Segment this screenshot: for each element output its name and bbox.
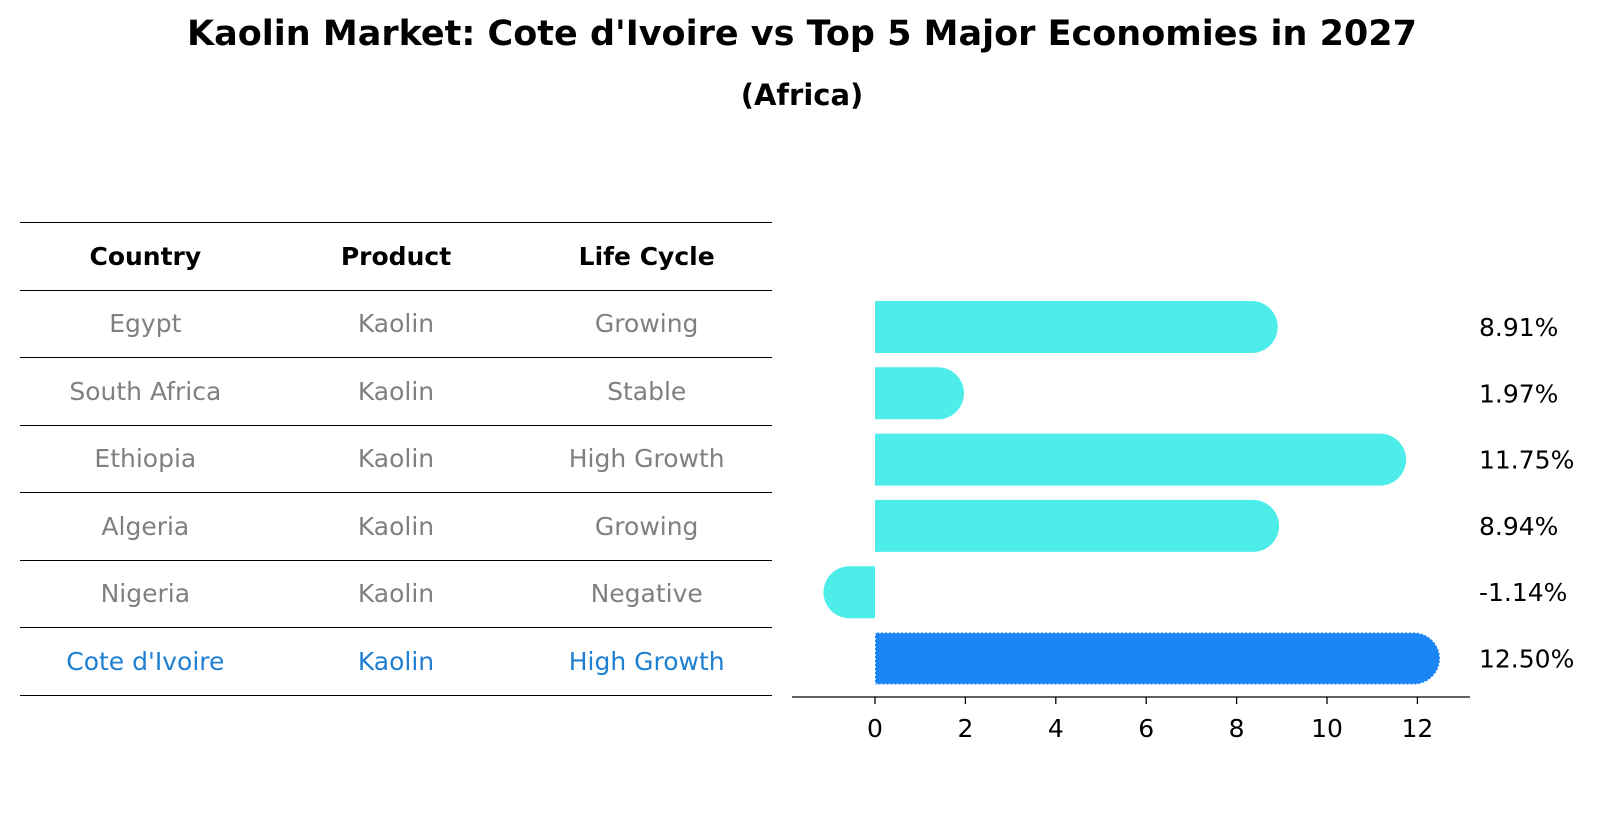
header-life-cycle: Life Cycle	[578, 241, 715, 271]
bar-ethiopia	[875, 433, 1407, 486]
cell-product: Kaolin	[357, 376, 435, 406]
cell-life-cycle: Growing	[594, 309, 699, 339]
x-tick-label: 2	[957, 714, 973, 743]
x-tick-label: 0	[867, 714, 883, 743]
bar-algeria	[875, 499, 1280, 552]
chart-title: Kaolin Market: Cote d'Ivoire vs Top 5 Ma…	[186, 14, 1417, 54]
cell-life-cycle: Stable	[607, 376, 687, 406]
cell-product: Kaolin	[357, 444, 435, 474]
bar-egypt	[875, 301, 1278, 353]
x-tick-label: 12	[1401, 714, 1433, 743]
x-tick-label: 4	[1048, 714, 1064, 743]
cell-country: Ethiopia	[94, 444, 197, 474]
header-product: Product	[340, 241, 452, 271]
cell-product: Kaolin	[357, 646, 435, 676]
table-row: Algeria Kaolin Growing	[20, 492, 772, 560]
cell-country: South Africa	[69, 376, 222, 406]
bar-south-africa	[875, 367, 965, 420]
chart-subtitle: (Africa)	[740, 78, 864, 112]
cell-product: Kaolin	[357, 579, 435, 609]
value-label: -1.14%	[1479, 578, 1567, 607]
bar-nigeria	[823, 566, 875, 619]
cell-country: Nigeria	[100, 579, 191, 609]
value-label: 1.97%	[1479, 379, 1558, 408]
table-row: Ethiopia Kaolin High Growth	[20, 424, 772, 493]
cell-product: Kaolin	[357, 309, 435, 339]
table-row: Egypt Kaolin Growing	[20, 289, 772, 358]
cell-product: Kaolin	[357, 511, 435, 541]
bar-cote-d-ivoire	[874, 631, 1441, 686]
cell-life-cycle: Negative	[590, 579, 703, 609]
cell-life-cycle: High Growth	[568, 646, 725, 676]
value-label: 8.94%	[1479, 512, 1558, 541]
x-tick-label: 10	[1311, 714, 1343, 743]
value-label: 8.91%	[1479, 313, 1558, 342]
market-table: Country Product Life Cycle Egypt Kaolin …	[20, 222, 772, 696]
table-row: South Africa Kaolin Stable	[20, 357, 772, 425]
cell-country: Cote d'Ivoire	[66, 646, 225, 676]
value-label: 12.50%	[1479, 645, 1574, 674]
cell-country: Algeria	[101, 511, 190, 541]
header-country: Country	[89, 241, 202, 271]
x-tick-label: 6	[1138, 714, 1154, 743]
value-label: 11.75%	[1479, 446, 1574, 475]
table-header-row: Country Product Life Cycle	[20, 222, 772, 290]
cell-life-cycle: Growing	[594, 511, 699, 541]
table-row: Nigeria Kaolin Negative	[20, 559, 772, 628]
cell-country: Egypt	[109, 309, 182, 339]
cell-life-cycle: High Growth	[568, 444, 725, 474]
x-tick-label: 8	[1229, 714, 1245, 743]
table-row-highlight: Cote d'Ivoire Kaolin High Growth	[20, 627, 772, 696]
